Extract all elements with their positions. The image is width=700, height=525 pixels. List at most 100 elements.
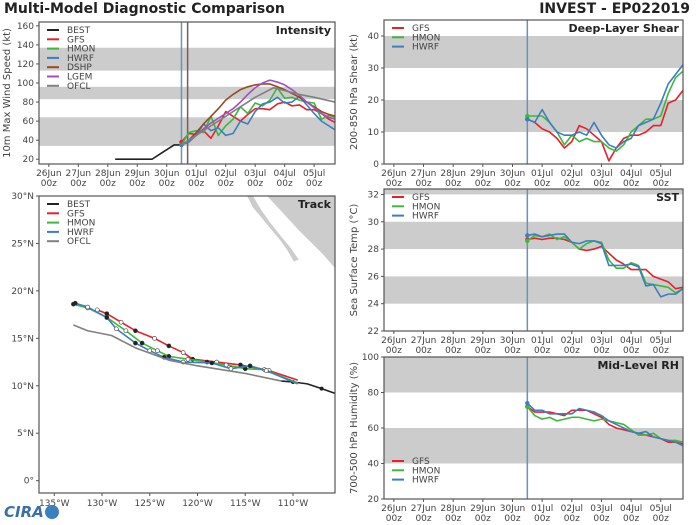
x-tick-day: 26Jun (381, 504, 407, 514)
legend-label-gfs: GFS (412, 193, 430, 203)
x-tick-day: 01Jul (531, 504, 553, 514)
legend-label-gfs: GFS (67, 35, 85, 45)
series-line-hwrf (527, 233, 683, 298)
globe-icon (44, 505, 59, 519)
x-tick-day: 27Jun (411, 504, 437, 514)
x-tick-day: 03Jul (590, 504, 612, 514)
panel-deep-layer-shear: Deep-Layer Shear 0 10 20 30 40 200-850 hPa She… (349, 19, 684, 189)
legend-label-gfs: GFS (412, 457, 430, 467)
y-tick-label: 0 (373, 160, 379, 170)
x-tick-day: 28Jun (95, 169, 121, 179)
x-tick-hour: 00z (159, 179, 175, 189)
y-tick-label: 100 (17, 79, 34, 89)
x-tick-hour: 00z (534, 514, 550, 524)
shaded-band (384, 36, 683, 68)
panel-title: Intensity (276, 24, 331, 37)
y-tick-label: 20 (23, 155, 35, 165)
legend-label-hwrf: HWRF (67, 228, 94, 238)
x-tick-hour: 00z (218, 179, 234, 189)
y-axis-label: 700-500 hPa Humidity (%) (349, 362, 360, 494)
x-tick-day: 03Jul (590, 169, 612, 179)
storm-id: INVEST - EP022019 (539, 1, 690, 17)
y-tick-label: 100 (362, 353, 379, 363)
x-tick-day: 30Jun (500, 336, 526, 346)
x-tick-hour: 00z (653, 514, 669, 524)
cira-logo-text: CIRA (4, 503, 44, 521)
x-tick-day: 29Jun (124, 169, 150, 179)
x-tick-hour: 00z (386, 346, 402, 356)
x-tick-day: 30Jun (500, 169, 526, 179)
cira-logo: CIRA (4, 503, 59, 521)
series-line-best (115, 144, 182, 161)
x-tick-day: 27Jun (66, 169, 92, 179)
plot-area (384, 20, 683, 164)
x-tick-hour: 00z (564, 179, 580, 189)
land-mexico (267, 196, 335, 269)
shaded-band (384, 189, 683, 195)
y-tick-label: 30 (368, 218, 380, 228)
x-tick-hour: 00z (41, 179, 57, 189)
init-point-hmon (525, 238, 530, 244)
x-tick-day: 26Jun (381, 336, 407, 346)
x-tick-hour: 00z (415, 346, 431, 356)
x-tick-label: 125°W (134, 499, 165, 509)
series-line-lgem (181, 79, 335, 146)
track-point-hmon (185, 356, 191, 362)
x-tick-hour: 00z (504, 179, 520, 189)
plot-area (39, 22, 335, 164)
y-tick-label: 25°N (11, 239, 34, 249)
x-tick-day: 28Jun (440, 504, 466, 514)
panel-title: Track (298, 198, 332, 211)
series-line-hmon (526, 233, 683, 294)
y-tick-label: 160 (17, 22, 34, 32)
legend-label-gfs: GFS (67, 209, 85, 219)
y-tick-label: 60 (23, 117, 35, 127)
legend-label-hmon: HMON (412, 202, 440, 212)
y-tick-label: 80 (23, 98, 35, 108)
y-tick-label: 26 (368, 272, 380, 282)
x-tick-hour: 00z (306, 179, 322, 189)
shaded-band (384, 357, 683, 393)
y-tick-label: 32 (368, 190, 379, 200)
x-tick-day: 04Jul (620, 169, 642, 179)
x-tick-day: 02Jul (561, 504, 583, 514)
x-tick-hour: 00z (564, 514, 580, 524)
panel-track: Track 0° 5°N 10°N 15°N 20°N 25°N 30°N 135°W 130°W… (11, 192, 336, 509)
panel-title: Deep-Layer Shear (568, 22, 679, 35)
plot-area (71, 196, 335, 395)
x-tick-day: 29Jun (470, 336, 496, 346)
x-tick-hour: 00z (623, 346, 639, 356)
y-tick-label: 20 (368, 96, 380, 106)
x-tick-day: 05Jul (650, 504, 672, 514)
x-tick-hour: 00z (593, 514, 609, 524)
legend-label-hwrf: HWRF (67, 54, 94, 64)
series-line-best (281, 380, 335, 395)
x-tick-hour: 00z (623, 179, 639, 189)
x-tick-hour: 00z (653, 179, 669, 189)
track-point-gfs (166, 343, 172, 349)
x-tick-day: 02Jul (561, 169, 583, 179)
x-tick-hour: 00z (386, 514, 402, 524)
legend-label-hwrf: HWRF (412, 212, 439, 222)
x-tick-day: 01Jul (531, 169, 553, 179)
x-tick-hour: 00z (129, 179, 145, 189)
y-tick-label: 40 (368, 460, 380, 470)
x-tick-day: 01Jul (185, 169, 207, 179)
plot-frame (383, 188, 684, 332)
series-line-ofcl (73, 324, 282, 382)
init-point-hwrf (525, 400, 530, 406)
plot-frame (38, 195, 336, 494)
track-point-hwrf (85, 304, 90, 310)
x-tick-hour: 00z (277, 179, 293, 189)
x-tick-day: 02Jul (215, 169, 237, 179)
x-tick-hour: 00z (247, 179, 263, 189)
x-tick-hour: 00z (445, 514, 461, 524)
shaded-band (384, 428, 683, 464)
x-tick-day: 28Jun (440, 169, 466, 179)
y-tick-label: 15°N (11, 334, 34, 344)
y-tick-label: 40 (23, 136, 35, 146)
x-tick-hour: 00z (593, 179, 609, 189)
x-tick-day: 30Jun (500, 504, 526, 514)
